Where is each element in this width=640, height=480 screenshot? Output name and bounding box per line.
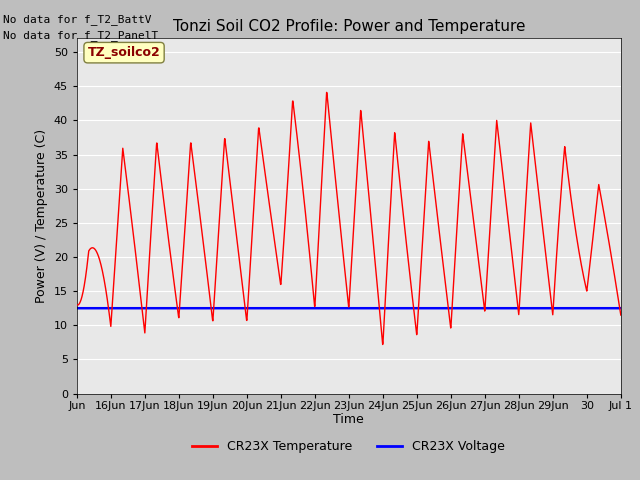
Y-axis label: Power (V) / Temperature (C): Power (V) / Temperature (C) <box>35 129 48 303</box>
Line: CR23X Temperature: CR23X Temperature <box>77 93 621 345</box>
CR23X Temperature <box>379 342 387 348</box>
Text: TZ_soilco2: TZ_soilco2 <box>88 46 161 59</box>
CR23X Temperature <box>602 218 609 224</box>
Legend: CR23X Temperature, CR23X Voltage: CR23X Temperature, CR23X Voltage <box>188 435 510 458</box>
Text: No data for f_T2_PanelT: No data for f_T2_PanelT <box>3 30 159 41</box>
CR23X Voltage <box>501 305 509 311</box>
CR23X Voltage <box>100 305 108 311</box>
CR23X Voltage <box>601 305 609 311</box>
CR23X Temperature <box>502 196 509 202</box>
X-axis label: Time: Time <box>333 413 364 426</box>
CR23X Temperature <box>100 279 108 285</box>
CR23X Voltage <box>323 305 331 311</box>
CR23X Voltage <box>337 305 345 311</box>
CR23X Voltage <box>601 305 609 311</box>
CR23X Temperature <box>323 90 330 96</box>
CR23X Voltage <box>73 305 81 311</box>
CR23X Temperature <box>73 302 81 308</box>
CR23X Temperature <box>338 237 346 242</box>
CR23X Temperature <box>617 312 625 318</box>
Text: No data for f_T2_BattV: No data for f_T2_BattV <box>3 13 152 24</box>
CR23X Voltage <box>617 305 625 311</box>
CR23X Temperature <box>323 93 331 98</box>
CR23X Temperature <box>602 219 609 225</box>
Title: Tonzi Soil CO2 Profile: Power and Temperature: Tonzi Soil CO2 Profile: Power and Temper… <box>173 20 525 35</box>
